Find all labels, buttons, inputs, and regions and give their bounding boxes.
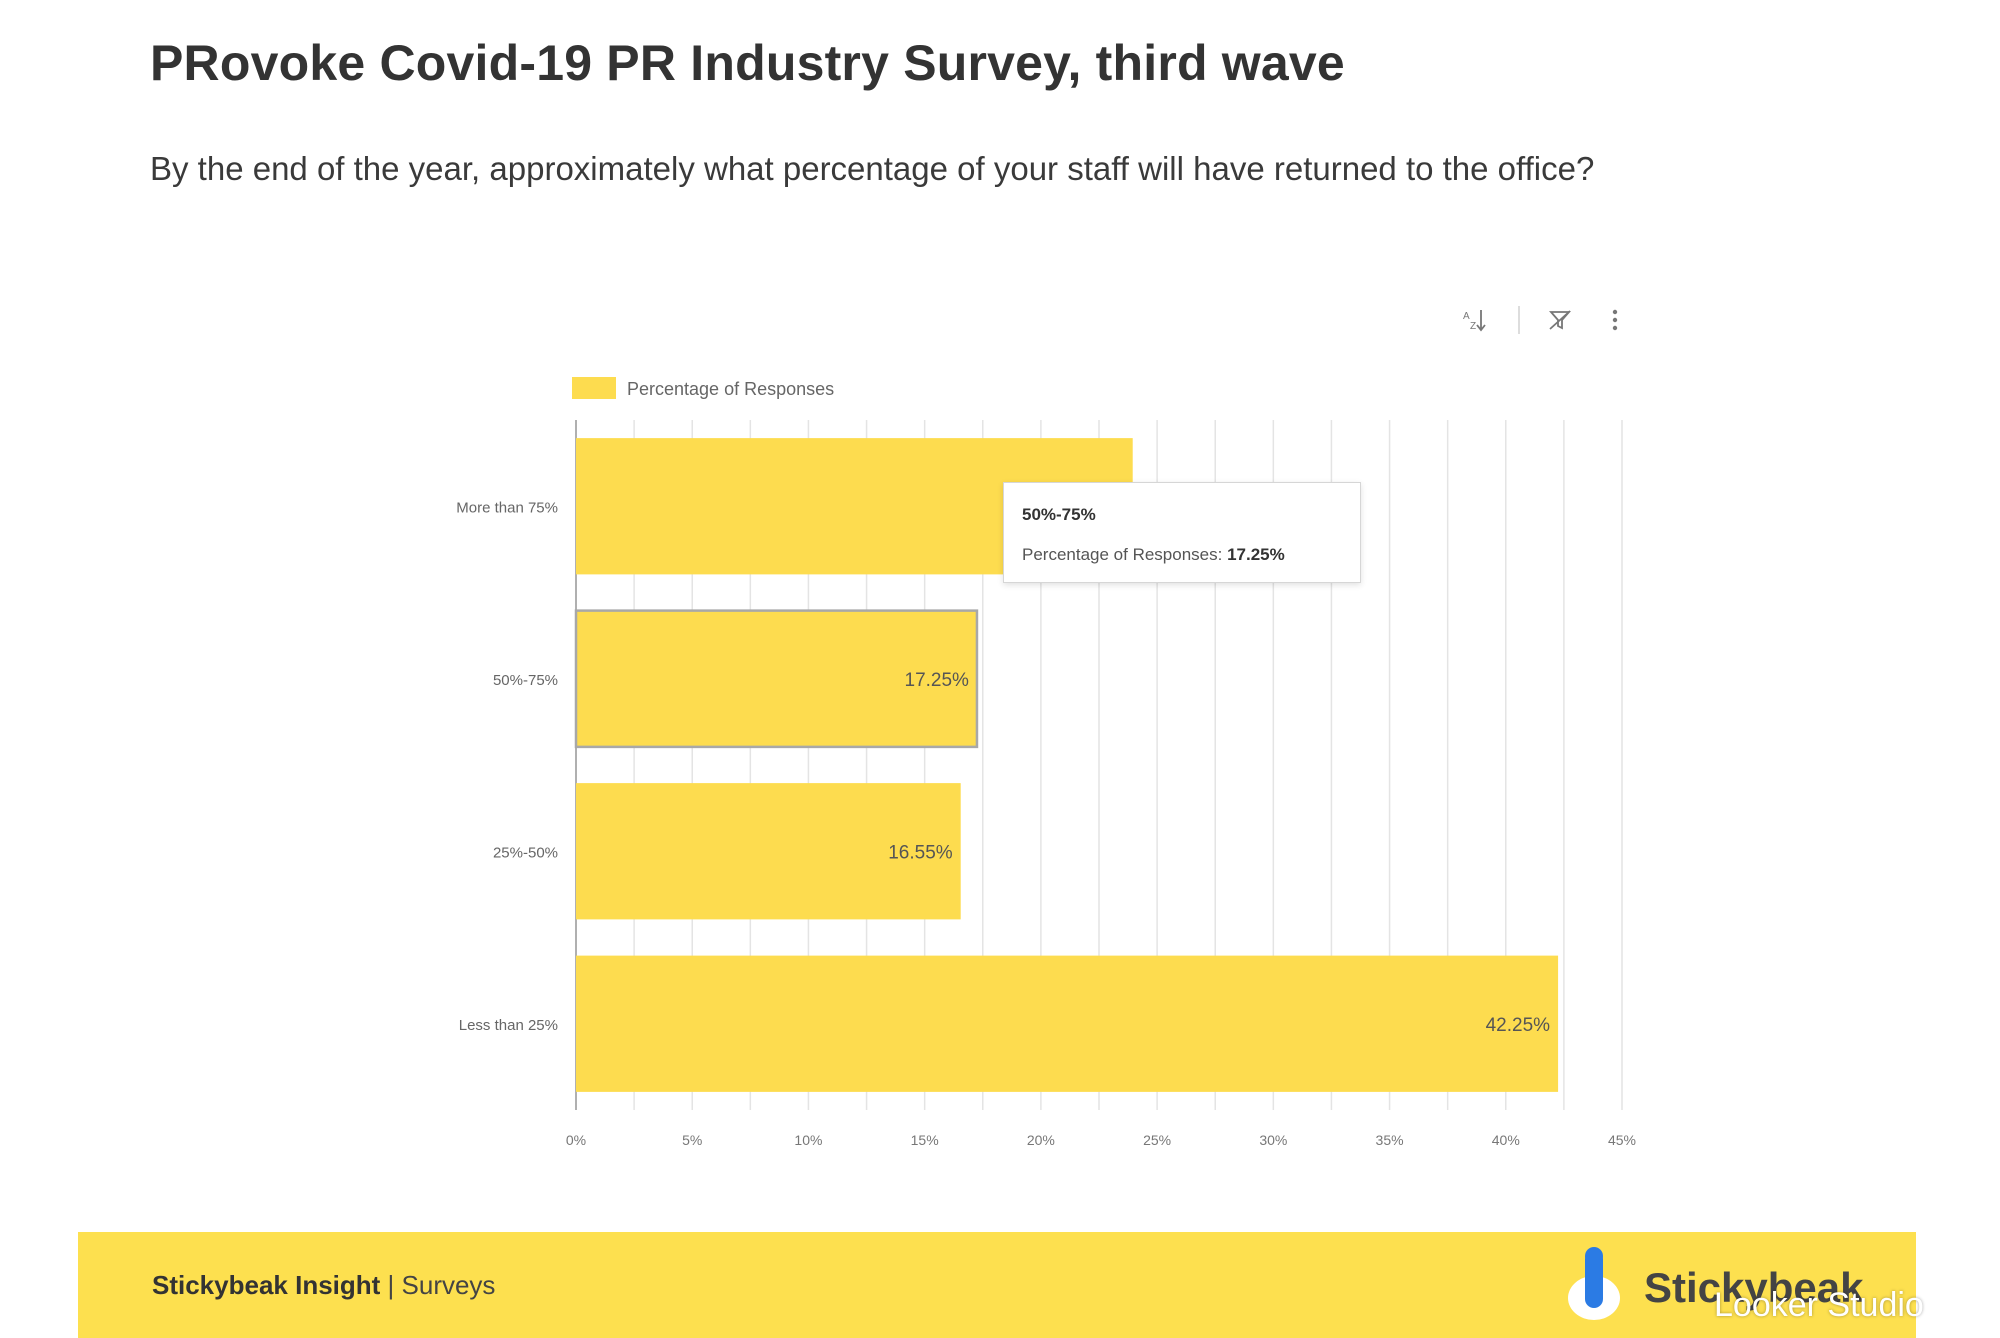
legend-label: Percentage of Responses [627, 379, 834, 399]
tooltip-line: Percentage of Responses: 17.25% [1022, 545, 1285, 565]
stickybeak-logo[interactable]: Stickybeak Looker Studio [1564, 1246, 1924, 1326]
sort-az-icon[interactable]: A Z [1455, 300, 1495, 340]
footer-brand-name: Stickybeak Insight [152, 1270, 381, 1300]
data-label: 17.25% [905, 670, 970, 691]
filter-reset-icon[interactable] [1540, 300, 1580, 340]
x-tick-label: 15% [911, 1132, 939, 1148]
x-tick-label: 40% [1492, 1132, 1520, 1148]
x-tick-label: 10% [794, 1132, 822, 1148]
looker-studio-watermark: Looker Studio [1714, 1286, 1924, 1324]
x-tick-label: 30% [1259, 1132, 1287, 1148]
data-label: 16.55% [888, 842, 953, 863]
bird-icon [1568, 1247, 1620, 1320]
category-label: 25%-50% [493, 844, 558, 861]
svg-text:A: A [1463, 311, 1470, 322]
tooltip-title: 50%-75% [1022, 505, 1096, 524]
x-tick-label: 45% [1608, 1132, 1636, 1148]
x-tick-label: 35% [1376, 1132, 1404, 1148]
bar [576, 955, 1559, 1092]
category-label: 50%-75% [493, 672, 558, 689]
more-vertical-icon[interactable] [1595, 300, 1635, 340]
x-tick-label: 5% [682, 1132, 702, 1148]
tooltip-label: Percentage of Responses: [1022, 545, 1223, 564]
logo-text: Stickybeak [1644, 1264, 1864, 1311]
footer-separator: | [380, 1270, 402, 1300]
chart-toolbar: A Z [1455, 300, 1640, 340]
footer-bar: Stickybeak Insight | Surveys Stickybeak … [78, 1232, 1924, 1338]
bar [574, 609, 979, 749]
x-tick-label: 20% [1027, 1132, 1055, 1148]
survey-question: By the end of the year, approximately wh… [150, 150, 1595, 187]
footer-brand: Stickybeak Insight | Surveys [152, 1270, 495, 1301]
svg-text:Z: Z [1470, 321, 1476, 332]
toolbar-divider [1518, 306, 1520, 334]
page-title: PRovoke Covid-19 PR Industry Survey, thi… [150, 35, 1345, 91]
x-tick-label: 25% [1143, 1132, 1171, 1148]
tooltip-value: 17.25% [1227, 545, 1285, 564]
bar-chart: 0% 5% 10% 15% 20% 25% 30% 35% 40% 45% More than 75… [456, 377, 1636, 1148]
footer-section: Surveys [401, 1270, 496, 1300]
bar [576, 783, 961, 920]
category-label: More than 75% [456, 499, 558, 516]
category-label: Less than 25% [459, 1017, 558, 1034]
chart-tooltip: 50%-75% Percentage of Responses: 17.25% [1003, 482, 1361, 583]
legend-swatch [572, 377, 616, 399]
data-label: 42.25% [1486, 1015, 1551, 1036]
x-tick-label: 0% [566, 1132, 586, 1148]
